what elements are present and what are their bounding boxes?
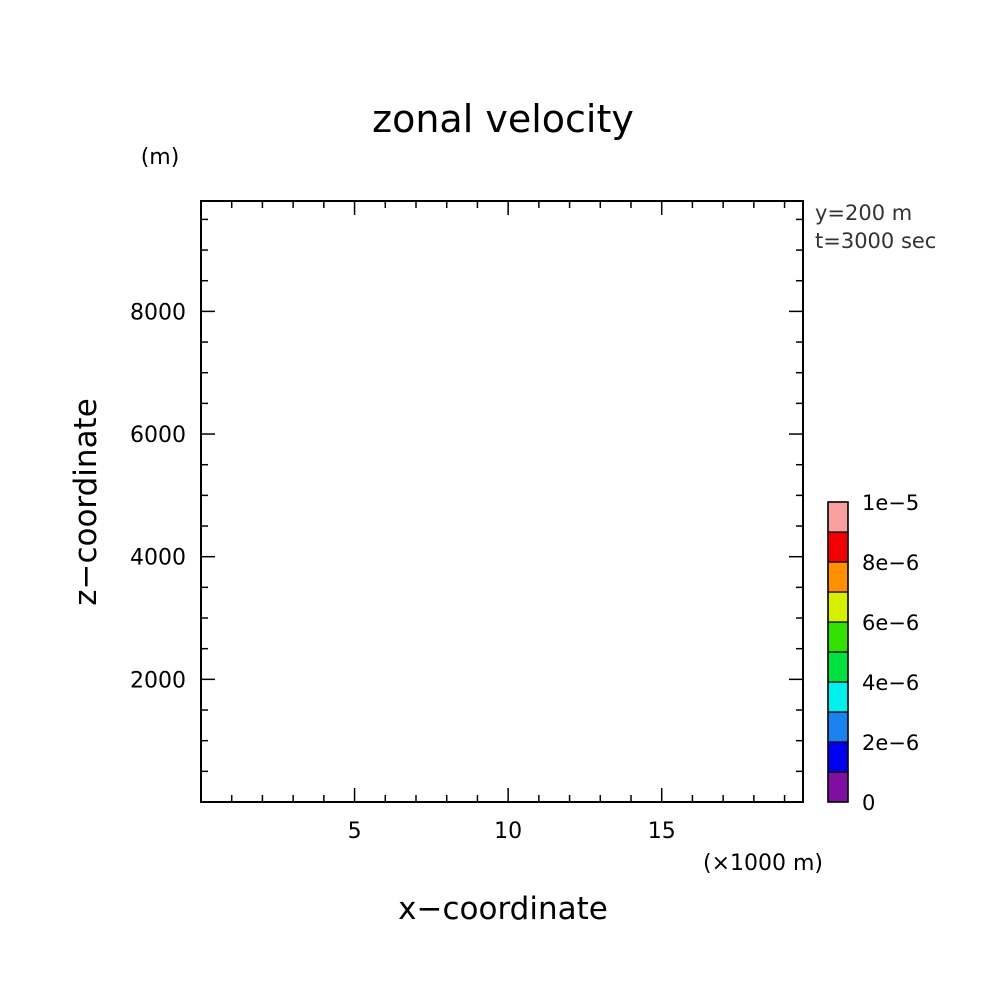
x-unit-label: (×1000 m) xyxy=(703,851,823,876)
colorbar-label: 6e−6 xyxy=(862,611,919,635)
y-tick-label: 6000 xyxy=(130,423,186,448)
colorbar-label: 4e−6 xyxy=(862,671,919,695)
colorbar-labels: 0 2e−6 4e−6 6e−6 8e−6 1e−5 xyxy=(862,491,919,815)
colorbar-cell xyxy=(827,651,849,683)
plot-frame xyxy=(200,200,804,803)
colorbar-cells xyxy=(827,501,849,803)
x-tick-label: 5 xyxy=(348,819,362,844)
annotation-y-position: y=200 m xyxy=(815,201,912,225)
colorbar-cell xyxy=(827,741,849,773)
annotation-time: t=3000 sec xyxy=(815,229,936,253)
colorbar: 0 2e−6 4e−6 6e−6 8e−6 1e−5 xyxy=(827,491,919,815)
x-tick-label: 10 xyxy=(494,819,522,844)
x-axis-label: x−coordinate xyxy=(398,891,608,927)
colorbar-cell xyxy=(827,561,849,593)
colorbar-cell xyxy=(827,771,849,803)
colorbar-label: 1e−5 xyxy=(862,491,919,515)
colorbar-cell xyxy=(827,501,849,533)
plot-area: 5 10 15 2000 4000 6000 8000 xyxy=(130,200,804,844)
colorbar-cell xyxy=(827,711,849,743)
colorbar-label: 0 xyxy=(862,791,875,815)
x-tick-label: 15 xyxy=(648,819,676,844)
colorbar-cell xyxy=(827,591,849,623)
colorbar-cell xyxy=(827,531,849,563)
y-tick-label: 2000 xyxy=(130,668,186,693)
y-tick-labels: 2000 4000 6000 8000 xyxy=(130,300,186,693)
colorbar-cell xyxy=(827,681,849,713)
colorbar-frame xyxy=(827,501,849,803)
colorbar-label: 2e−6 xyxy=(862,731,919,755)
x-tick-labels: 5 10 15 xyxy=(348,819,676,844)
y-tick-label: 8000 xyxy=(130,300,186,325)
y-axis-label: z−coordinate xyxy=(68,398,104,606)
colorbar-label: 8e−6 xyxy=(862,551,919,575)
colorbar-cell xyxy=(827,621,849,653)
y-tick-label: 4000 xyxy=(130,546,186,571)
axis-ticks xyxy=(201,201,803,802)
chart-title: zonal velocity xyxy=(372,97,634,141)
y-unit-label: (m) xyxy=(141,145,180,170)
